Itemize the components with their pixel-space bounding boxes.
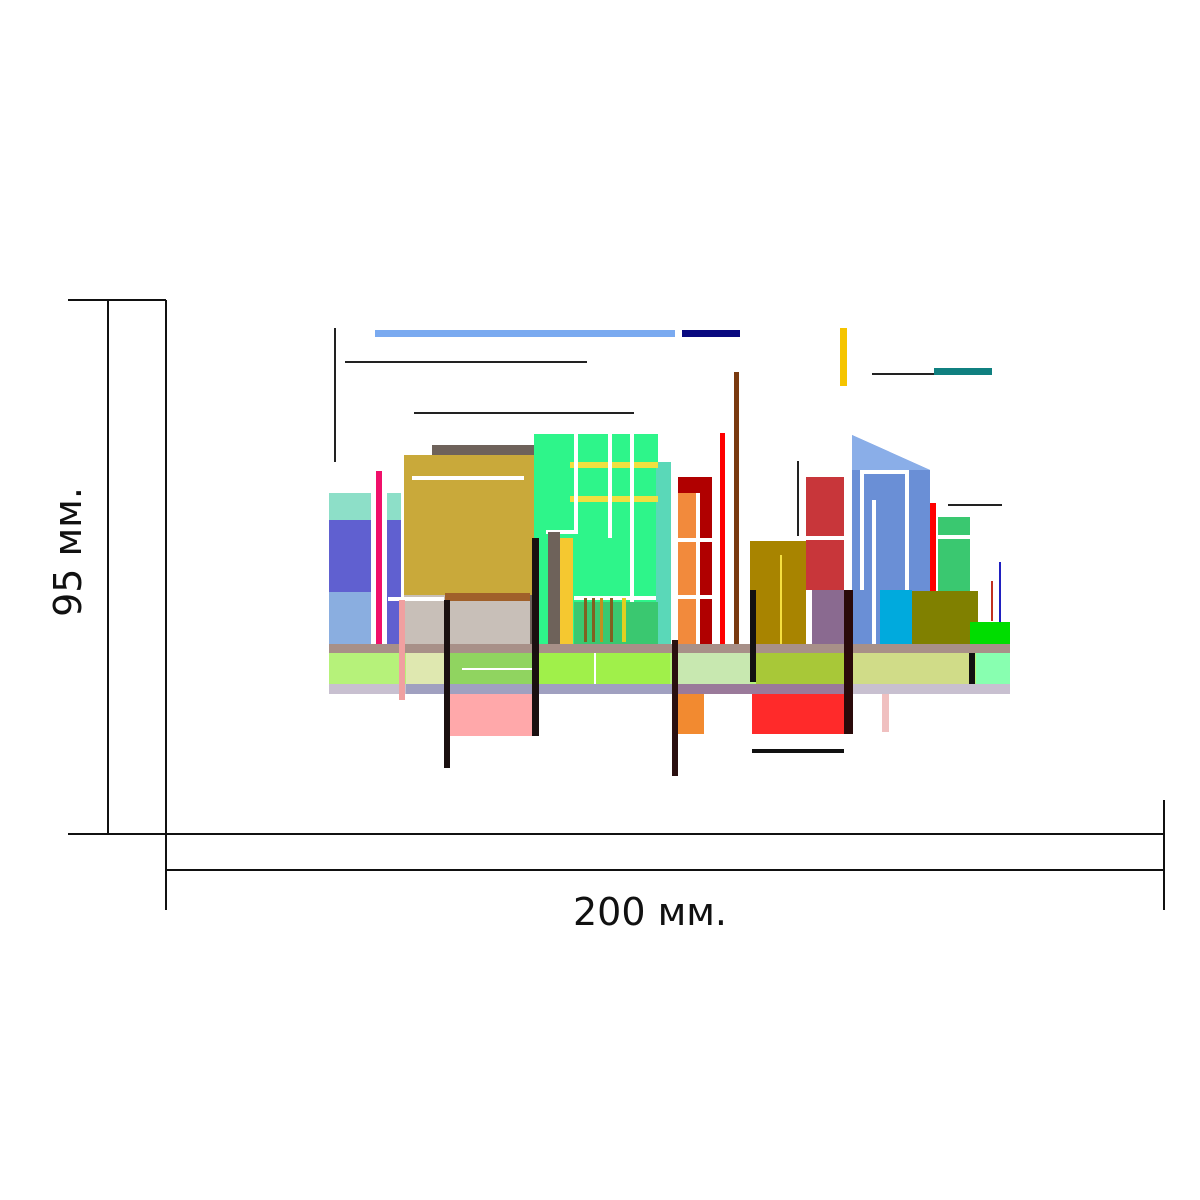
art-bar: [860, 470, 864, 590]
art-block: [976, 653, 1010, 684]
art-block: [852, 653, 970, 684]
art-block: [574, 602, 658, 644]
art-bar: [444, 600, 450, 768]
art-bar: [570, 496, 658, 502]
art-bar: [462, 668, 532, 670]
art-block: [938, 517, 970, 593]
art-bar: [930, 503, 936, 593]
art-bar: [844, 590, 853, 734]
art-block: [912, 591, 978, 644]
art-bar: [600, 598, 603, 642]
art-bar: [388, 597, 444, 601]
art-bar: [750, 590, 756, 682]
art-bar: [630, 434, 634, 602]
art-block: [387, 493, 401, 520]
art-bar: [412, 476, 524, 480]
art-block: [752, 694, 846, 734]
art-block: [387, 520, 401, 644]
art-bar: [584, 598, 587, 642]
art-bar: [376, 471, 382, 644]
art-block: [852, 435, 930, 470]
art-bar: [678, 595, 742, 599]
height-dimension-label: 95 мм.: [46, 487, 90, 617]
art-bar: [574, 434, 578, 534]
art-bar: [399, 600, 405, 700]
art-band: [329, 644, 1010, 653]
art-block: [756, 653, 848, 684]
art-block: [548, 532, 560, 644]
art-bar: [734, 372, 739, 644]
art-block: [750, 541, 806, 644]
art-block: [880, 590, 912, 644]
art-bar: [860, 470, 908, 474]
art-block: [406, 653, 446, 684]
art-bar: [991, 581, 993, 621]
art-band: [406, 684, 676, 694]
art-block: [656, 462, 671, 644]
art-block: [404, 595, 530, 645]
art-bar: [375, 330, 675, 337]
art-bar: [592, 598, 595, 642]
art-bar: [696, 493, 700, 644]
height-dimension: [68, 299, 167, 835]
art-bar: [608, 434, 612, 538]
art-bar: [445, 593, 530, 601]
width-dimension-label: 200 мм.: [572, 890, 728, 934]
width-dimension: [165, 800, 1165, 910]
art-bar: [872, 500, 876, 644]
art-bar: [780, 555, 782, 682]
art-bar: [882, 694, 889, 732]
art-bar: [905, 470, 909, 600]
art-block: [329, 493, 371, 520]
art-block: [970, 622, 1010, 644]
art-bar: [682, 330, 740, 337]
art-bar: [752, 749, 844, 753]
art-bar: [610, 598, 613, 642]
art-bar: [678, 538, 742, 542]
art-block: [678, 653, 750, 684]
art-block: [329, 592, 371, 644]
art-block: [806, 477, 844, 590]
art-bar: [806, 536, 844, 540]
art-block: [678, 694, 704, 734]
art-band: [676, 684, 846, 694]
art-block: [329, 520, 371, 592]
art-bar: [938, 535, 972, 539]
art-bar: [720, 433, 725, 644]
art-bar: [622, 598, 626, 642]
art-bar: [999, 562, 1001, 622]
art-bar: [570, 462, 658, 468]
art-block: [450, 694, 536, 736]
art-block: [536, 653, 670, 684]
art-bar: [840, 328, 847, 386]
abstract-artwork: [329, 328, 1010, 776]
art-bar: [934, 368, 992, 375]
art-bar: [672, 640, 678, 776]
art-bar: [532, 538, 539, 736]
art-block: [678, 493, 696, 644]
art-bar: [969, 653, 975, 684]
art-bar: [574, 596, 656, 600]
art-bar: [594, 653, 596, 684]
art-block: [560, 538, 573, 644]
